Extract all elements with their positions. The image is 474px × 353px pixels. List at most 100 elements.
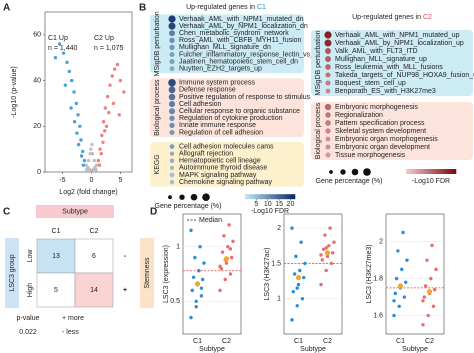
x-tick-label: C2 <box>425 338 434 345</box>
term-label: Embryonic organ development <box>335 144 430 151</box>
legend-label: C2 Up <box>94 35 114 42</box>
term-label: Chemokine signaling pathway <box>179 179 272 186</box>
term-dot <box>325 56 331 62</box>
term-dot <box>324 39 332 47</box>
point <box>103 129 107 133</box>
row-label: High <box>27 283 34 298</box>
cell-value: 14 <box>90 287 98 294</box>
term-label: Verhaak_AML_with_NPM1_mutated_up <box>335 32 460 39</box>
group-label: MSigDB perturbation <box>315 30 322 95</box>
cell-value: 6 <box>92 253 96 260</box>
group-median <box>194 281 201 287</box>
term-dot <box>168 101 176 108</box>
term-dot <box>169 129 175 136</box>
point <box>226 245 230 249</box>
size-legend-dot <box>329 170 333 174</box>
point <box>425 258 429 262</box>
colorbar-step <box>252 194 256 200</box>
term-label: Ross_leukemia_with_MLL_fusions <box>335 64 443 71</box>
term-dot <box>169 151 175 156</box>
point <box>300 297 305 301</box>
term-label: Mullighan_MLL_signature_dn <box>179 44 271 51</box>
y-tick-label: 20 <box>33 123 41 130</box>
colorbar-tick-label: 5 <box>254 201 258 208</box>
colorbar-step <box>257 194 261 200</box>
point <box>92 158 97 163</box>
colorbar-step <box>260 194 263 200</box>
point <box>194 299 198 303</box>
row-title: LSC3 group <box>9 254 16 291</box>
point <box>292 272 297 276</box>
group-band <box>150 142 304 187</box>
colorbar-step <box>292 194 296 200</box>
colorbar-step <box>267 194 271 200</box>
term-dot <box>169 37 175 43</box>
panel-label: C <box>3 207 10 218</box>
term-label: Jaatinen_hematopoietic_stem_cell_dn <box>179 58 298 65</box>
table-cell <box>74 272 114 308</box>
point <box>434 267 438 272</box>
row-label: Low <box>27 249 34 263</box>
group-median <box>324 250 331 256</box>
size-legend-dot <box>202 193 210 202</box>
point <box>231 239 235 243</box>
term-label: Regionalization <box>335 112 383 119</box>
point <box>426 313 430 318</box>
point <box>96 158 101 163</box>
plot-frame <box>385 213 445 335</box>
point <box>190 288 194 293</box>
y-axis-label: LSC3 (expression) <box>163 245 170 303</box>
point <box>76 142 81 147</box>
header-band <box>36 205 114 218</box>
term-dot <box>325 136 331 142</box>
title-part: C1 <box>257 4 266 11</box>
point <box>90 142 94 147</box>
stemness-sign: - <box>124 253 127 260</box>
point <box>81 149 85 154</box>
colorbar-step <box>282 194 286 200</box>
point <box>101 120 106 124</box>
colorbar-step <box>245 194 248 200</box>
point <box>72 120 77 124</box>
point <box>224 261 229 265</box>
point <box>78 124 82 128</box>
term-dot <box>168 86 176 94</box>
colorbar-step <box>421 169 424 174</box>
point <box>296 282 301 287</box>
point <box>110 74 114 78</box>
point <box>98 147 102 151</box>
x-tick-label: -5 <box>59 177 65 184</box>
point <box>290 226 294 230</box>
point <box>400 267 404 272</box>
y-tick-label: 40 <box>33 77 41 84</box>
cell-value: 5 <box>54 287 58 294</box>
group-band <box>150 78 304 138</box>
size-legend-dot <box>168 195 172 200</box>
colorbar-step <box>250 194 253 200</box>
term-label: Cell adhesion molecules cams <box>179 143 274 150</box>
point <box>405 258 409 262</box>
point <box>290 318 294 322</box>
y-tick-label: 1.5 <box>271 260 281 267</box>
size-legend-dot <box>363 168 371 176</box>
term-label: Takeda_targets_of_NUP98_HOXA9_fusion_up <box>335 72 474 79</box>
point <box>81 163 85 167</box>
point <box>320 258 324 262</box>
term-label: Embryonic morphogenesis <box>335 104 418 111</box>
point <box>199 286 204 290</box>
colorbar-step <box>270 194 273 200</box>
point <box>319 282 323 287</box>
term-label: Cell adhesion <box>179 101 222 108</box>
point <box>100 133 104 138</box>
point <box>90 152 95 156</box>
column-label: C2 <box>90 228 99 235</box>
term-dot <box>325 88 331 94</box>
point <box>220 250 225 254</box>
point <box>223 277 227 282</box>
point <box>332 240 336 244</box>
p-label: p-value <box>17 315 40 322</box>
term-dot <box>169 144 175 150</box>
point <box>57 42 62 46</box>
term-dot <box>325 120 331 126</box>
table-cell <box>36 272 76 308</box>
